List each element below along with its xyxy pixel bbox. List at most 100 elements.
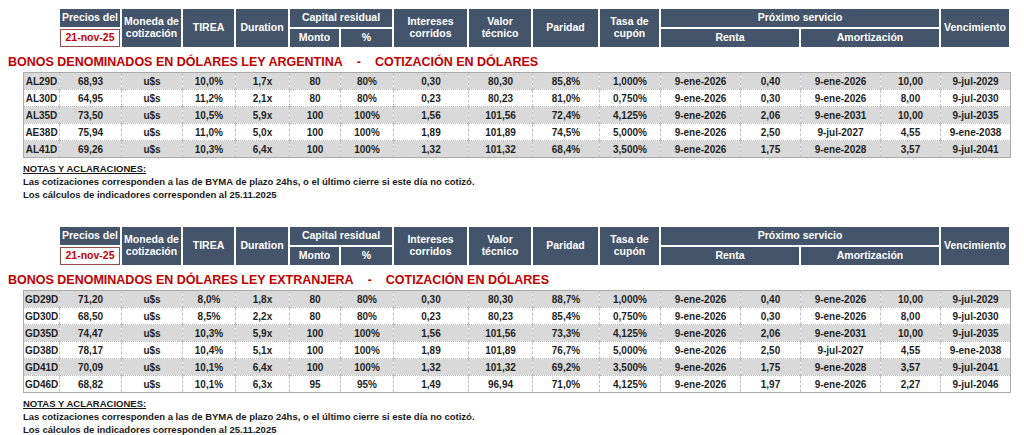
data-cell: 100% bbox=[341, 141, 394, 158]
data-cell: 9-jul-2035 bbox=[941, 107, 1011, 124]
data-cell: 10,1% bbox=[183, 359, 236, 376]
data-cell: 80 bbox=[290, 73, 341, 90]
data-cell: 72,4% bbox=[533, 107, 600, 124]
data-cell: 0,40 bbox=[741, 73, 801, 90]
data-cell: 101,32 bbox=[469, 359, 533, 376]
data-cell: 100% bbox=[341, 325, 394, 342]
data-cell: 2,2x bbox=[236, 308, 290, 325]
ticker-cell: GD29D bbox=[24, 291, 60, 308]
data-cell: 78,17 bbox=[60, 342, 122, 359]
data-cell: 80 bbox=[290, 308, 341, 325]
data-cell: 10,0% bbox=[183, 73, 236, 90]
data-cell: 9-jul-2030 bbox=[941, 90, 1011, 107]
col-header-proximo-servicio: Próximo servicio bbox=[660, 8, 940, 28]
data-cell: 9-ene-2026 bbox=[801, 291, 881, 308]
bond-report: Precios del Moneda de cotización TIREA D… bbox=[0, 7, 1024, 435]
col-header-monto: Monto bbox=[289, 246, 340, 266]
price-date-cell: 21-nov-25 bbox=[59, 28, 121, 48]
data-cell: 64,95 bbox=[60, 90, 122, 107]
data-cell: 8,00 bbox=[881, 308, 941, 325]
data-cell: 9-jul-2027 bbox=[801, 342, 881, 359]
data-cell: 95 bbox=[290, 376, 341, 393]
col-header-tasa-cupon: Tasa de cupón bbox=[599, 226, 660, 266]
data-cell: 9-ene-2026 bbox=[801, 90, 881, 107]
note-line: Las cotizaciones corresponden a las de B… bbox=[23, 410, 1024, 423]
col-header-intereses: Intereses corridos bbox=[393, 226, 468, 266]
data-cell: 100% bbox=[341, 124, 394, 141]
data-cell: 11,2% bbox=[183, 90, 236, 107]
data-cell: 0,30 bbox=[394, 73, 469, 90]
data-cell: u$s bbox=[122, 308, 183, 325]
data-cell: 9-jul-2046 bbox=[941, 376, 1011, 393]
ticker-cell: GD30D bbox=[24, 308, 60, 325]
data-cell: 10,3% bbox=[183, 325, 236, 342]
col-header-monto: Monto bbox=[289, 28, 340, 48]
data-cell: 101,89 bbox=[469, 342, 533, 359]
data-cell: 0,30 bbox=[394, 291, 469, 308]
data-cell: 0,23 bbox=[394, 308, 469, 325]
data-cell: 70,09 bbox=[60, 359, 122, 376]
data-cell: 4,55 bbox=[881, 124, 941, 141]
ticker-cell: GD38D bbox=[24, 342, 60, 359]
data-cell: 10,4% bbox=[183, 342, 236, 359]
section-ley-argentina: Precios del Moneda de cotización TIREA D… bbox=[8, 7, 1024, 201]
data-cell: 5,000% bbox=[600, 124, 661, 141]
col-header-vencimiento: Vencimiento bbox=[940, 226, 1010, 266]
data-cell: 5,9x bbox=[236, 107, 290, 124]
data-cell: 1,49 bbox=[394, 376, 469, 393]
data-cell: 1,000% bbox=[600, 73, 661, 90]
price-date-cell: 21-nov-25 bbox=[59, 246, 121, 266]
data-cell: 8,5% bbox=[183, 308, 236, 325]
data-cell: 68,50 bbox=[60, 308, 122, 325]
col-header-amortizacion: Amortización bbox=[800, 28, 940, 48]
data-cell: 73,3% bbox=[533, 325, 600, 342]
data-cell: u$s bbox=[122, 325, 183, 342]
data-cell: 4,125% bbox=[600, 376, 661, 393]
data-cell: 1,89 bbox=[394, 124, 469, 141]
data-cell: 88,7% bbox=[533, 291, 600, 308]
data-cell: 9-jul-2029 bbox=[941, 291, 1011, 308]
data-cell: 0,750% bbox=[600, 90, 661, 107]
notes-block: NOTAS Y ACLARACIONES: Las cotizaciones c… bbox=[23, 162, 1024, 201]
data-cell: 80,30 bbox=[469, 73, 533, 90]
data-cell: 101,89 bbox=[469, 124, 533, 141]
data-cell: 4,55 bbox=[881, 342, 941, 359]
bond-row: GD35D74,47u$s10,3%5,9x100100%1,56101,567… bbox=[24, 325, 1011, 342]
data-cell: 9-ene-2038 bbox=[941, 124, 1011, 141]
data-cell: 1,56 bbox=[394, 325, 469, 342]
section-title-law: BONOS DENOMINADOS EN DÓLARES LEY ARGENTI… bbox=[8, 55, 343, 69]
data-cell: 2,06 bbox=[741, 325, 801, 342]
section-title-law: BONOS DENOMINADOS EN DÓLARES LEY EXTRANJ… bbox=[8, 273, 354, 287]
ticker-cell: AL41D bbox=[24, 141, 60, 158]
data-cell: 2,06 bbox=[741, 107, 801, 124]
data-cell: 2,1x bbox=[236, 90, 290, 107]
data-cell: 68,4% bbox=[533, 141, 600, 158]
data-cell: 74,47 bbox=[60, 325, 122, 342]
data-cell: u$s bbox=[122, 376, 183, 393]
notes-title: NOTAS Y ACLARACIONES: bbox=[23, 397, 1024, 410]
data-cell: 80,30 bbox=[469, 291, 533, 308]
data-cell: 1,97 bbox=[741, 376, 801, 393]
data-cell: 5,1x bbox=[236, 342, 290, 359]
bond-row: AL30D64,95u$s11,2%2,1x8080%0,2380,2381,0… bbox=[24, 90, 1011, 107]
data-cell: 75,94 bbox=[60, 124, 122, 141]
col-header-tasa-cupon: Tasa de cupón bbox=[599, 8, 660, 48]
data-cell: 80 bbox=[290, 90, 341, 107]
data-cell: 100% bbox=[341, 107, 394, 124]
data-cell: 5,0x bbox=[236, 124, 290, 141]
data-cell: 100 bbox=[290, 359, 341, 376]
data-cell: 9-ene-2028 bbox=[801, 359, 881, 376]
data-cell: 96,94 bbox=[469, 376, 533, 393]
data-cell: 0,750% bbox=[600, 308, 661, 325]
column-header-table: Precios del Moneda de cotización TIREA D… bbox=[23, 7, 1011, 49]
data-cell: 9-jul-2027 bbox=[801, 124, 881, 141]
data-cell: u$s bbox=[122, 291, 183, 308]
data-cell: 69,2% bbox=[533, 359, 600, 376]
col-header-vencimiento: Vencimiento bbox=[940, 8, 1010, 48]
data-cell: 9-ene-2026 bbox=[661, 73, 741, 90]
data-cell: 2,50 bbox=[741, 124, 801, 141]
col-header-tirea: TIREA bbox=[182, 8, 235, 48]
bond-row: GD46D68,82u$s10,1%6,3x9595%1,4996,9471,0… bbox=[24, 376, 1011, 393]
data-cell: 73,50 bbox=[60, 107, 122, 124]
data-cell: 9-ene-2031 bbox=[801, 325, 881, 342]
